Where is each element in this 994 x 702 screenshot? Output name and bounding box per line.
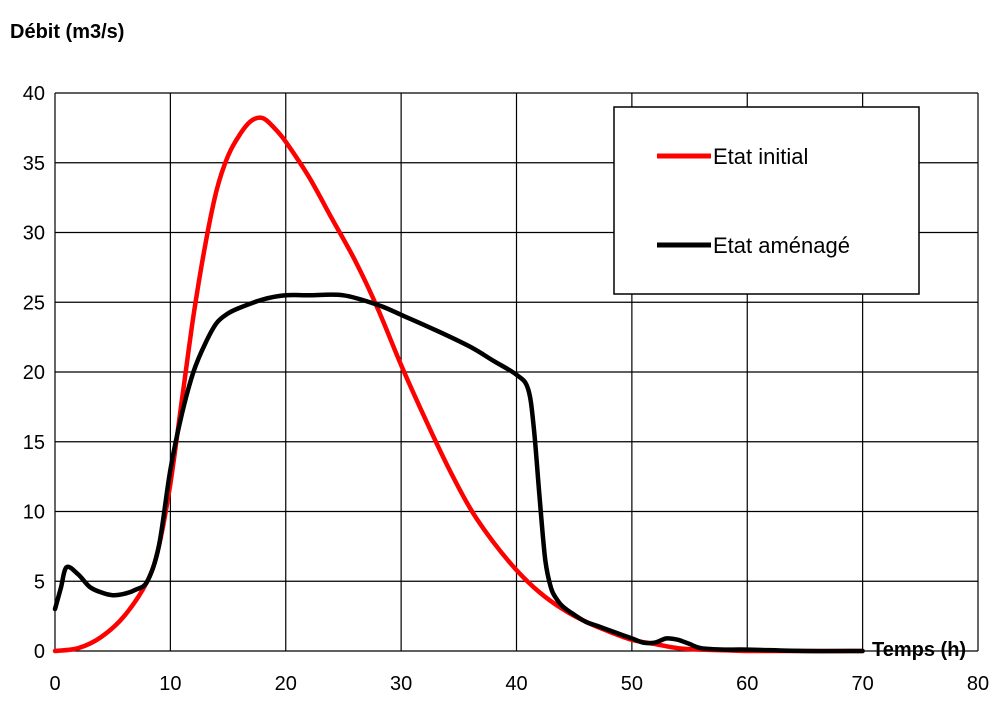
x-tick-label: 10 bbox=[159, 673, 181, 695]
x-tick-label: 60 bbox=[736, 673, 758, 695]
legend-label-etat-amenage: Etat aménagé bbox=[713, 233, 850, 258]
legend-label-etat-initial: Etat initial bbox=[713, 144, 808, 169]
y-tick-label: 15 bbox=[23, 432, 45, 454]
y-tick-label: 0 bbox=[34, 641, 45, 663]
legend: Etat initial Etat aménagé bbox=[613, 106, 920, 295]
y-tick-label: 40 bbox=[23, 83, 45, 105]
x-tick-label: 30 bbox=[390, 673, 412, 695]
series-line-1 bbox=[52, 292, 865, 654]
x-tick-label: 0 bbox=[49, 673, 60, 695]
y-tick-label: 5 bbox=[34, 571, 45, 593]
legend-box bbox=[613, 106, 920, 295]
x-tick-label: 70 bbox=[852, 673, 874, 695]
y-axis-title: Débit (m3/s) bbox=[10, 21, 124, 43]
y-tick-label: 20 bbox=[23, 362, 45, 384]
x-tick-label: 20 bbox=[275, 673, 297, 695]
y-tick-label: 30 bbox=[23, 223, 45, 245]
x-tick-label: 50 bbox=[621, 673, 643, 695]
x-axis-title: Temps (h) bbox=[872, 639, 966, 661]
y-tick-label: 10 bbox=[23, 502, 45, 524]
x-tick-label: 40 bbox=[505, 673, 527, 695]
y-tick-label: 35 bbox=[23, 153, 45, 175]
x-tick-labels: 0 10 20 30 40 50 60 70 80 bbox=[49, 673, 989, 695]
series-lines bbox=[52, 115, 865, 654]
y-tick-label: 25 bbox=[23, 292, 45, 314]
y-tick-labels: 0 5 10 15 20 25 30 35 40 bbox=[23, 83, 45, 663]
x-tick-label: 80 bbox=[967, 673, 989, 695]
